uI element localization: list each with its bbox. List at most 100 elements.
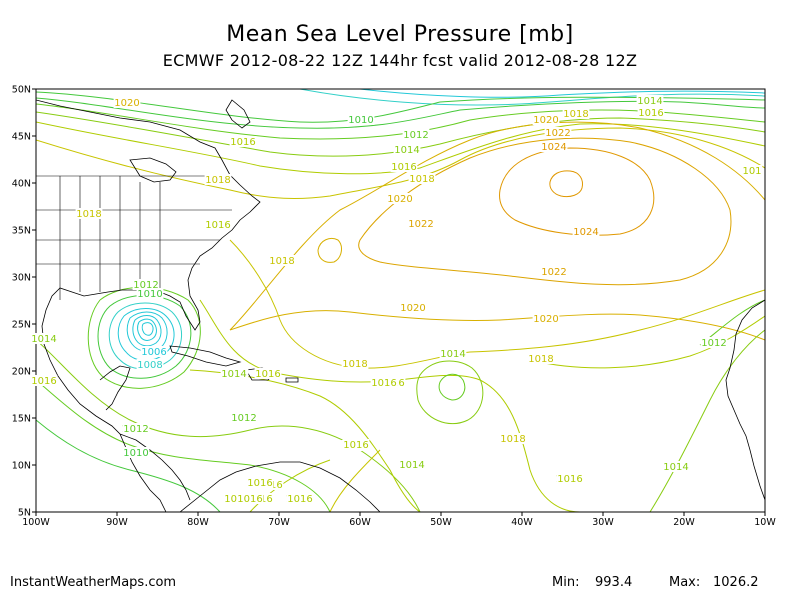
north-america-coast	[36, 99, 261, 512]
contour-label: 1024	[541, 142, 566, 153]
africa-coast	[725, 299, 765, 501]
contour-label: 1012	[701, 338, 726, 349]
contour-label: 1016	[391, 162, 416, 173]
lon-tick-label: 80W	[187, 517, 209, 528]
contour-label: 1016	[247, 478, 272, 489]
contour-label: 1016	[287, 494, 312, 505]
lon-tick-label: 100W	[22, 517, 50, 528]
contour-label: 1014	[399, 460, 424, 471]
contour-label-bg	[75, 208, 103, 219]
contour-label: 1010	[348, 115, 373, 126]
isobar-1008	[36, 91, 765, 123]
contour-label-bg	[393, 144, 421, 155]
lon-tick-label: 30W	[592, 517, 614, 528]
contour-label: 101	[742, 166, 761, 177]
isobar-1000	[359, 89, 765, 98]
contour-label-bg	[140, 346, 168, 357]
contour-label-bg	[532, 313, 560, 324]
contour-label: 1018	[563, 109, 588, 120]
contour-label: 1012	[123, 424, 148, 435]
contour-label-bg	[439, 348, 467, 359]
isobar-1012-carib	[36, 379, 331, 512]
contour-label-bg	[662, 461, 690, 472]
lat-tick-label: 25N	[12, 320, 31, 331]
contour-label: 1014	[440, 349, 465, 360]
isobar-1018	[36, 127, 765, 199]
isobars	[36, 89, 765, 512]
coastlines	[36, 99, 765, 512]
cuba-coast	[169, 345, 242, 367]
contour-label-bg	[544, 127, 572, 138]
contour-label: 1010	[123, 448, 148, 459]
contour-label: 1016	[638, 108, 663, 119]
contour-label: 1020	[533, 115, 558, 126]
contour-label: 1018	[500, 434, 525, 445]
isobar-1010-carib	[36, 419, 221, 512]
contour-label-bg	[637, 107, 665, 118]
map-subtitle: ECMWF 2012-08-22 12Z 144hr fcst valid 20…	[162, 51, 638, 70]
contour-labels: 1020101010121014101610181018101610181016…	[30, 95, 763, 505]
lon-tick-label: 40W	[511, 517, 533, 528]
contour-label-bg	[341, 358, 369, 369]
isobar-1012	[36, 103, 765, 140]
contour-label-bg	[636, 95, 664, 106]
contour-label-bg	[347, 114, 375, 125]
newfoundland-coast	[225, 99, 251, 129]
contour-label-bg	[398, 459, 426, 470]
isobar-1016-s	[249, 459, 331, 512]
lon-tick-label: 20W	[673, 517, 695, 528]
contour-label-bg	[572, 226, 600, 237]
lat-tick-label: 20N	[12, 367, 31, 378]
state-borders	[36, 175, 232, 300]
contour-label-bg	[286, 493, 314, 504]
lon-tick-label: 70W	[268, 517, 290, 528]
isobar-1014-carib	[36, 339, 421, 512]
isobar-1018-se	[329, 449, 381, 512]
contour-label-bg	[204, 219, 232, 230]
isobar-1000-gulf	[137, 318, 157, 341]
isobar-1018-east	[469, 289, 765, 353]
contour-label-bg	[562, 108, 590, 119]
contour-label-bg	[136, 359, 164, 370]
contour-label: 1018	[269, 256, 294, 267]
yucatan-coast	[99, 365, 131, 411]
isobar-1002-gulf	[132, 315, 162, 347]
contour-label: 1016	[237, 494, 262, 505]
isobar-1020-small	[317, 237, 342, 263]
contour-label: 1018	[409, 174, 434, 185]
contour-label: 1016	[230, 137, 255, 148]
isobar-1008-gulf	[108, 302, 182, 370]
lon-tick-label: 90W	[106, 517, 128, 528]
contour-label: 1020	[387, 194, 412, 205]
lat-tick-label: 50N	[12, 85, 31, 96]
contour-label-bg	[122, 447, 150, 458]
contour-label-bg	[268, 255, 296, 266]
contour-label: 1014	[637, 96, 662, 107]
isobar-1012-low	[438, 373, 466, 401]
contour-label-bg	[246, 477, 274, 488]
contour-label: 1006	[141, 347, 166, 358]
contour-label: 1016	[255, 369, 280, 380]
contour-label-bg	[342, 439, 370, 450]
contour-label-bg	[407, 218, 435, 229]
isobar-1014-low	[416, 360, 484, 425]
isobar-1026	[549, 170, 583, 198]
contour-label-bg	[556, 473, 584, 484]
contour-label: 1012	[133, 280, 158, 291]
contour-label: 1008	[137, 360, 162, 371]
contour-label: 1014	[221, 369, 246, 380]
contour-label: 1016	[343, 440, 368, 451]
contour-label: 1014	[663, 462, 688, 473]
isobar-1010	[36, 97, 765, 129]
contour-label: 1014	[31, 334, 56, 345]
lon-tick-label: 10W	[754, 517, 776, 528]
min-value: 993.4	[595, 575, 633, 590]
lon-tick-label: 60W	[349, 517, 371, 528]
contour-label-bg	[30, 333, 58, 344]
max-value: 1026.2	[713, 575, 759, 590]
contour-label-bg	[402, 129, 430, 140]
isobar-1016-east	[529, 315, 765, 369]
lon-tick-label: 50W	[430, 517, 452, 528]
isobar-1018-mid	[229, 239, 471, 369]
contour-label: 1016	[31, 376, 56, 387]
